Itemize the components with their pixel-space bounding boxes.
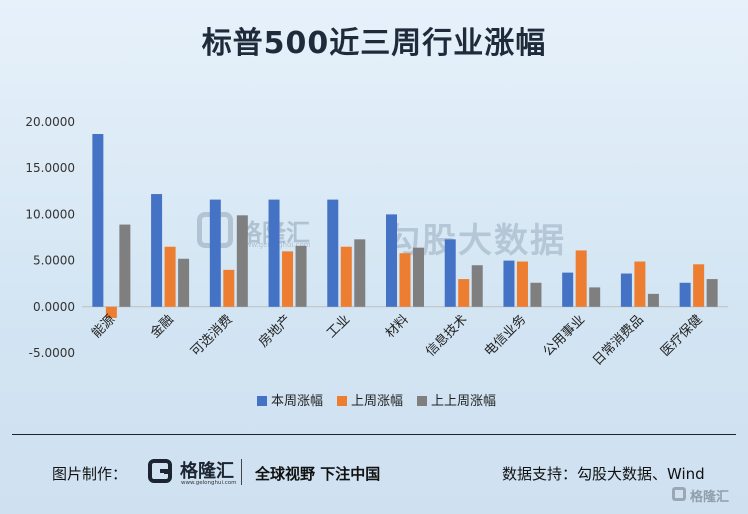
bar-0 <box>444 239 456 307</box>
bar-0 <box>562 272 574 307</box>
footer-slogan: 全球视野 下注中国 <box>255 465 381 483</box>
chart-title: 标普500近三周行业涨幅 <box>201 26 547 61</box>
x-tick-label: 工业 <box>324 312 353 341</box>
x-tick-label: 可选消费 <box>188 312 235 359</box>
bar-1 <box>164 246 176 307</box>
bar-2 <box>589 287 601 307</box>
x-tick-label: 电信业务 <box>481 312 529 360</box>
bar-1 <box>399 253 411 307</box>
footer-logo-url: www.gelonghui.com <box>181 480 237 486</box>
bar-1 <box>575 250 587 307</box>
x-tick-label: 日常消费品 <box>590 312 647 369</box>
corner-logo-text: 格隆汇 <box>690 490 730 505</box>
bar-0 <box>92 134 104 307</box>
bar-chart: 20.0000 15.0000 10.0000 5.0000 0.0000 -5.0000… <box>25 115 728 409</box>
y-tick-label: 20.0000 <box>25 115 75 129</box>
legend-swatch <box>257 396 267 406</box>
bar-2 <box>706 279 718 307</box>
x-tick-label: 材料 <box>383 312 412 341</box>
bar-2 <box>295 245 307 307</box>
bar-2 <box>413 247 424 307</box>
bar-0 <box>386 214 397 307</box>
legend-label: 上上周涨幅 <box>431 394 496 409</box>
x-tick-label: 公用事业 <box>541 312 588 359</box>
y-tick-label: 15.0000 <box>25 161 75 175</box>
y-tick-label: 10.0000 <box>25 207 75 221</box>
y-tick-label: 5.0000 <box>33 254 75 268</box>
bar-0 <box>268 199 280 307</box>
bar-0 <box>503 260 515 307</box>
bar-1 <box>223 269 235 307</box>
credit-label: 图片制作： <box>52 465 128 483</box>
bar-2 <box>530 282 542 307</box>
y-tick-label: -5.0000 <box>29 346 75 360</box>
bar-2 <box>647 293 659 307</box>
x-tick-label: 信息技术 <box>422 312 470 360</box>
bar-1 <box>458 279 470 307</box>
bar-0 <box>620 273 632 307</box>
bar-2 <box>471 265 483 307</box>
bar-1 <box>693 264 705 307</box>
bar-2 <box>178 258 190 307</box>
data-source: 数据支持：勾股大数据、Wind <box>502 465 705 483</box>
footer-divider <box>12 434 736 435</box>
bar-2 <box>236 215 248 307</box>
bar-1 <box>516 261 528 307</box>
bar-1 <box>340 246 352 307</box>
bar-1 <box>282 251 294 307</box>
bar-0 <box>151 194 163 307</box>
bar-0 <box>209 199 221 307</box>
x-tick-label: 金融 <box>147 312 177 342</box>
legend-label: 上周涨幅 <box>351 394 403 409</box>
y-tick-label: 0.0000 <box>33 300 75 314</box>
gelonghui-logo-icon <box>148 459 172 483</box>
footer: 图片制作： 格隆汇 www.gelonghui.com 全球视野 下注中国 数据… <box>0 435 748 514</box>
bar-1 <box>634 261 646 307</box>
bar-0 <box>327 199 339 307</box>
footer-logo-text: 格隆汇 <box>180 461 234 482</box>
bar-1 <box>105 306 117 318</box>
legend-label: 本周涨幅 <box>271 394 323 409</box>
bar-2 <box>119 224 131 307</box>
x-tick-label: 房地产 <box>255 312 294 351</box>
footer-separator <box>241 459 242 485</box>
bar-0 <box>679 282 691 307</box>
corner-logo-icon <box>672 487 686 501</box>
legend-swatch <box>337 396 347 406</box>
x-tick-label: 医疗保健 <box>658 312 705 359</box>
bar-2 <box>354 239 366 307</box>
legend-swatch <box>417 396 427 406</box>
